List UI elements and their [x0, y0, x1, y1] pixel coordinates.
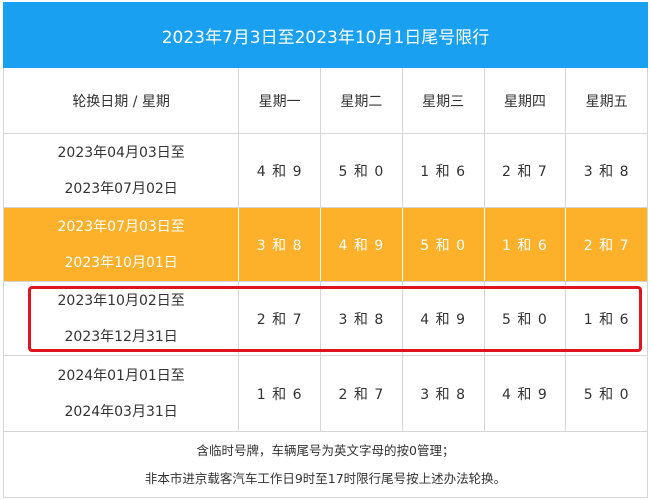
period-cell: 2024年01月01日至 2024年03月31日: [4, 356, 240, 431]
period-cell: 2023年07月03日至 2023年10月01日: [4, 208, 240, 281]
wednesday-digits: 3 和 8: [403, 356, 485, 431]
table-row: 2023年04月03日至 2023年07月02日 4 和 9 5 和 0 1 和…: [3, 134, 648, 208]
table-title: 2023年7月3日至2023年10月1日尾号限行: [3, 2, 648, 68]
period-start: 2023年04月03日至: [57, 144, 185, 161]
monday-digits: 3 和 8: [239, 208, 322, 281]
monday-digits: 4 和 9: [239, 134, 322, 207]
thursday-digits: 1 和 6: [485, 208, 567, 281]
header-tuesday: 星期二: [321, 68, 403, 133]
header-row: 轮换日期 / 星期 星期一 星期二 星期三 星期四 星期五: [3, 68, 648, 134]
thursday-digits: 2 和 7: [485, 134, 567, 207]
wednesday-digits: 1 和 6: [403, 134, 485, 207]
period-cell: 2023年10月02日至 2023年12月31日: [4, 282, 240, 355]
table-row: 2024年01月01日至 2024年03月31日 1 和 6 2 和 7 3 和…: [3, 356, 648, 432]
friday-digits: 3 和 8: [583, 163, 630, 180]
period-start: 2023年07月03日至: [57, 218, 185, 235]
table-row: 2023年10月02日至 2023年12月31日 2 和 7 3 和 8 4 和…: [3, 282, 648, 356]
period-end: 2023年12月31日: [64, 328, 178, 345]
period-start: 2023年10月02日至: [57, 292, 185, 309]
footer-notes: 含临时号牌，车辆尾号为英文字母的按0管理； 非本市进京载客汽车工作日9时至17时…: [3, 432, 648, 498]
header-wednesday: 星期三: [403, 68, 485, 133]
note-line: 非本市进京载客汽车工作日9时至17时限行尾号按上述办法轮换。: [144, 470, 507, 486]
table-row-current: 2023年07月03日至 2023年10月01日 3 和 8 4 和 9 5 和…: [3, 208, 648, 282]
thursday-digits: 5 和 0: [485, 282, 567, 355]
header-thursday: 星期四: [485, 68, 567, 133]
thursday-digits: 4 和 9: [485, 356, 567, 431]
title-text: 2023年7月3日至2023年10月1日尾号限行: [161, 27, 490, 48]
friday-digits: 5 和 0: [583, 386, 630, 403]
period-end: 2023年10月01日: [64, 254, 178, 271]
tuesday-digits: 5 和 0: [321, 134, 403, 207]
header-friday: 星期五: [585, 93, 628, 110]
friday-digits: 1 和 6: [583, 311, 630, 328]
header-monday: 星期一: [239, 68, 322, 133]
period-start: 2024年01月01日至: [57, 367, 185, 384]
period-end: 2023年07月02日: [64, 180, 178, 197]
period-end: 2024年03月31日: [64, 403, 178, 420]
tuesday-digits: 4 和 9: [321, 208, 403, 281]
note-line: 含临时号牌，车辆尾号为英文字母的按0管理；: [196, 442, 455, 458]
wednesday-digits: 5 和 0: [403, 208, 485, 281]
monday-digits: 1 和 6: [239, 356, 322, 431]
tuesday-digits: 2 和 7: [321, 356, 403, 431]
wednesday-digits: 4 和 9: [403, 282, 485, 355]
friday-digits: 2 和 7: [583, 237, 630, 254]
monday-digits: 2 和 7: [239, 282, 322, 355]
period-cell: 2023年04月03日至 2023年07月02日: [4, 134, 240, 207]
tuesday-digits: 3 和 8: [321, 282, 403, 355]
header-period: 轮换日期 / 星期: [4, 68, 240, 133]
